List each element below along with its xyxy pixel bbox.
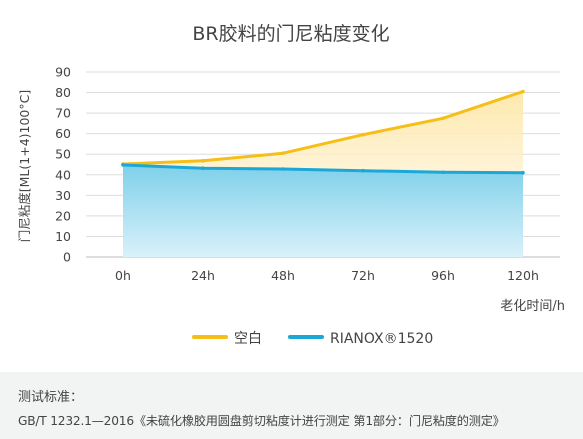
x-tick-label: 0h (115, 268, 131, 283)
y-tick-label: 50 (55, 147, 71, 162)
y-tick-label: 90 (55, 65, 71, 80)
x-tick-label: 72h (351, 268, 375, 283)
chart: BR胶料的门尼粘度变化 0 10 20 30 40 50 60 70 80 90 0h 24h 48h… (17, 23, 565, 347)
x-tick-label: 48h (271, 268, 295, 283)
y-tick-label: 40 (55, 167, 71, 182)
areas (123, 91, 523, 257)
y-tick-label: 80 (55, 85, 71, 100)
x-tick-label: 120h (507, 268, 539, 283)
footer: 测试标准： GB/T 1232.1—2016《未硫化橡胶用圆盘剪切粘度计进行测定… (0, 372, 583, 439)
series-line-rianox (121, 163, 525, 175)
y-tick-label: 10 (55, 229, 71, 244)
y-tick-label: 70 (55, 106, 71, 121)
x-tick-label: 24h (191, 268, 215, 283)
area-rianox (123, 164, 523, 257)
x-tick-label: 96h (431, 268, 455, 283)
data-point-rianox (361, 168, 365, 173)
series-line-blank (121, 90, 525, 166)
y-tick-label: 30 (55, 188, 71, 203)
data-point-rianox (201, 166, 205, 170)
legend-label-blank: 空白 (234, 331, 262, 347)
legend-label-rianox: RIANOX®1520 (330, 331, 433, 347)
footer-label: 测试标准： (18, 390, 84, 405)
data-point-blank (281, 151, 285, 155)
y-tick-label: 20 (55, 208, 71, 223)
data-point-blank (201, 159, 205, 163)
footer-standard: GB/T 1232.1—2016《未硫化橡胶用圆盘剪切粘度计进行测定 第1部分：… (18, 414, 505, 428)
data-point-rianox (521, 170, 525, 175)
data-point-blank (361, 132, 365, 137)
x-tick-labels: 0h 24h 48h 72h 96h 120h (115, 268, 539, 283)
y-tick-labels: 0 10 20 30 40 50 60 70 80 90 (55, 65, 71, 265)
chart-title: BR胶料的门尼粘度变化 (192, 23, 389, 45)
series-lines (121, 89, 525, 175)
y-axis-label: 门尼粘度[ML(1+4)100°C] (17, 90, 32, 242)
x-axis-label: 老化时间/h (500, 299, 565, 314)
y-tick-label: 60 (55, 126, 71, 141)
data-point-rianox (121, 163, 125, 167)
data-point-rianox (281, 167, 285, 171)
legend: 空白 RIANOX®1520 (192, 331, 433, 347)
data-point-blank (521, 89, 525, 94)
data-point-blank (441, 116, 445, 121)
y-tick-label: 0 (63, 250, 71, 265)
data-point-rianox (441, 170, 445, 175)
